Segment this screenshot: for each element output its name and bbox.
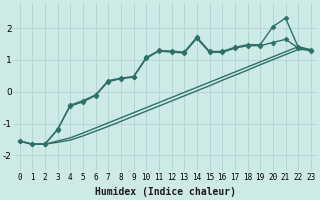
X-axis label: Humidex (Indice chaleur): Humidex (Indice chaleur) — [95, 187, 236, 197]
